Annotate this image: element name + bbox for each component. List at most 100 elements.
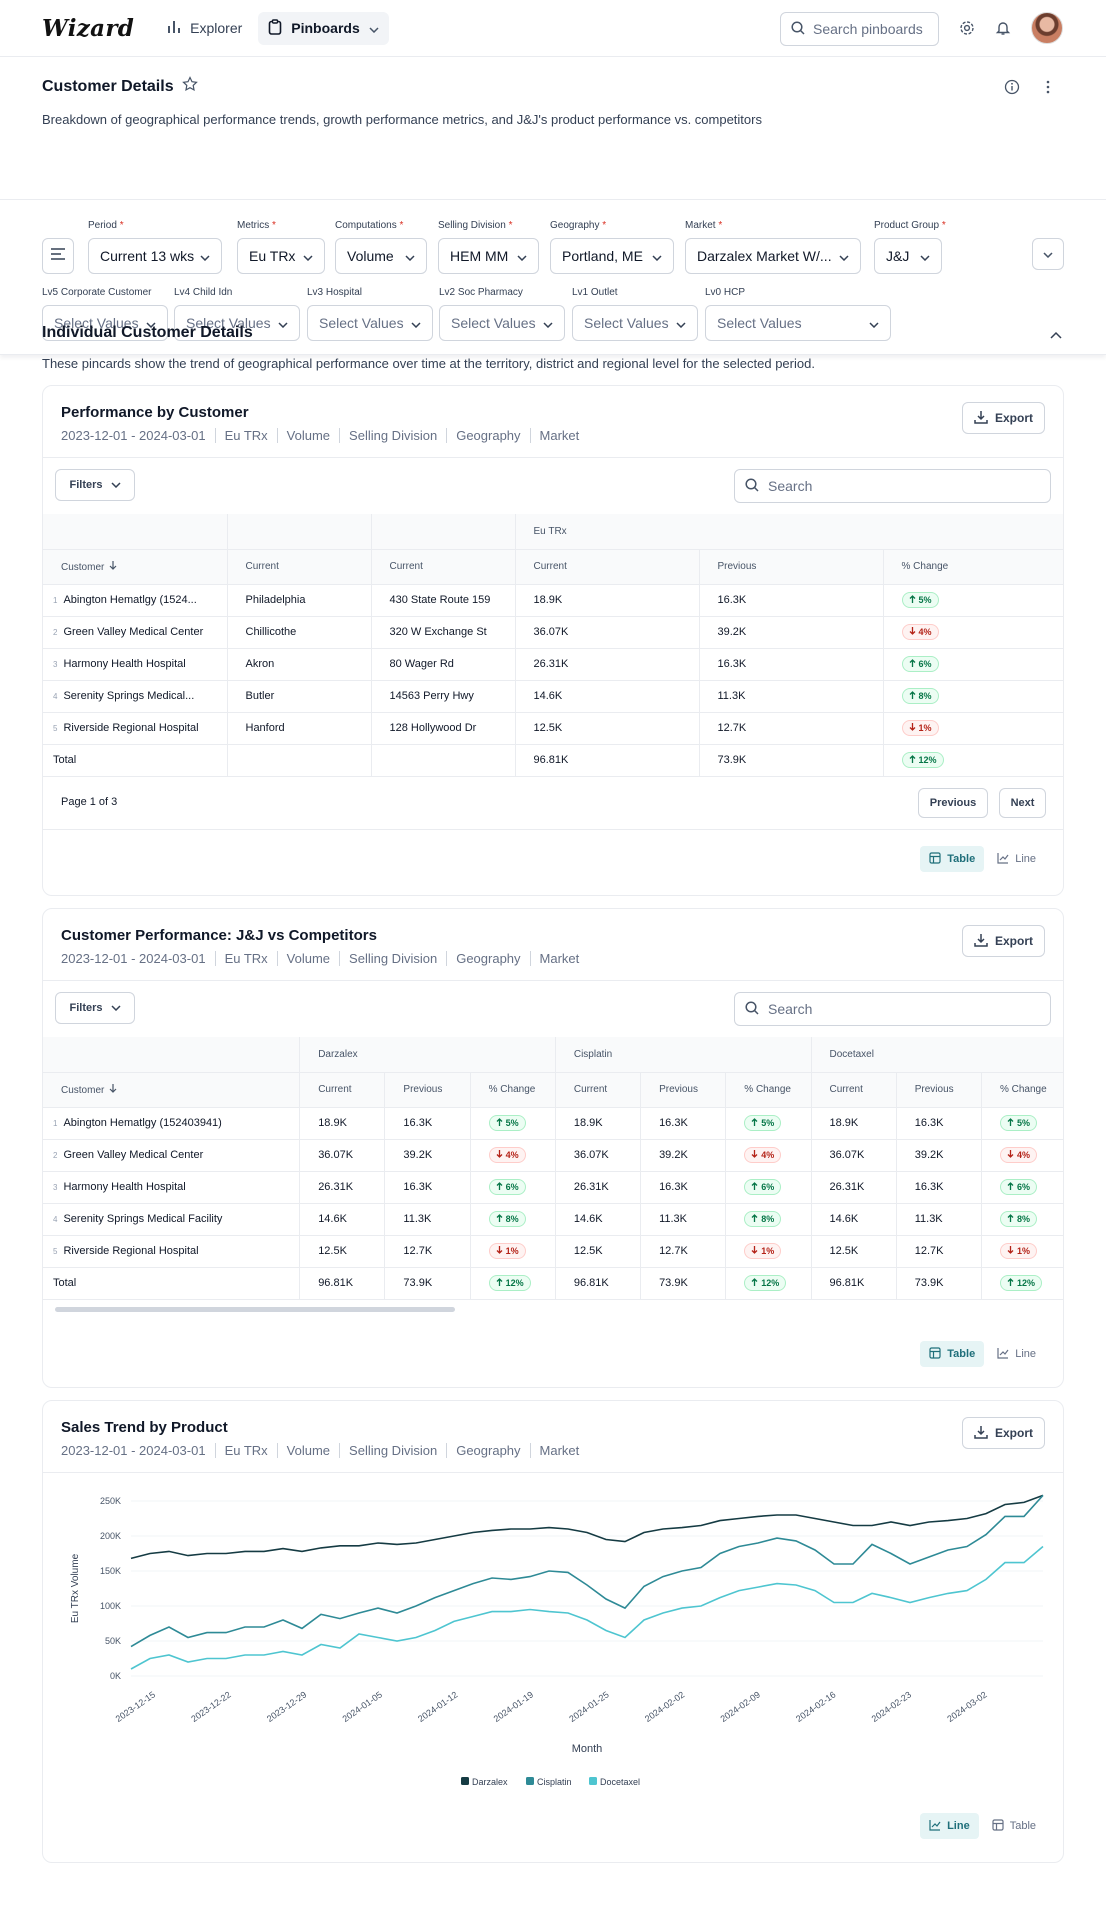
filter-label: Period bbox=[88, 220, 117, 231]
filter-select[interactable]: Select Values bbox=[174, 305, 300, 341]
column-header[interactable]: Current bbox=[555, 1072, 642, 1108]
required-mark: * bbox=[272, 220, 276, 231]
column-header[interactable]: Current bbox=[299, 1072, 386, 1108]
table-view-button[interactable]: Table bbox=[920, 846, 985, 872]
nav-pinboards[interactable]: Pinboards bbox=[258, 11, 389, 45]
filter-select[interactable]: HEM MM bbox=[438, 238, 539, 274]
filter-select[interactable]: Select Values bbox=[307, 305, 433, 341]
line-view-button[interactable]: Line bbox=[988, 846, 1045, 872]
more-vertical-icon[interactable] bbox=[1040, 79, 1056, 100]
column-header-customer[interactable]: Customer bbox=[43, 549, 228, 585]
table-search-input[interactable]: Search bbox=[734, 469, 1051, 503]
change-badge: 8% bbox=[744, 1211, 782, 1227]
nav-pinboards-label: Pinboards bbox=[291, 20, 360, 36]
filter-select[interactable]: Select Values bbox=[439, 305, 565, 341]
column-header[interactable]: Current bbox=[811, 1072, 897, 1108]
download-icon bbox=[974, 1425, 988, 1442]
column-header[interactable]: % Change bbox=[883, 549, 1063, 585]
line-view-button[interactable]: Line bbox=[920, 1813, 979, 1839]
app-logo[interactable]: Wizard bbox=[42, 14, 135, 42]
next-page-button[interactable]: Next bbox=[999, 788, 1046, 818]
table-row[interactable]: 5 Riverside Regional Hospital Hanford 128… bbox=[43, 712, 1063, 745]
column-header[interactable]: Current bbox=[371, 549, 516, 585]
filters-button[interactable]: Filters bbox=[55, 469, 135, 501]
avatar[interactable] bbox=[1031, 12, 1063, 44]
chevron-up-icon[interactable] bbox=[1050, 326, 1062, 344]
change-value: 5% bbox=[918, 595, 932, 605]
table-row[interactable]: 2 Green Valley Medical Center 36.07K 39.2K 4… bbox=[43, 1139, 1063, 1172]
customer-name: Abington Hematlgy (1524... bbox=[63, 594, 197, 606]
table-row[interactable]: 1 Abington Hematlgy (1524... Philadelphia… bbox=[43, 584, 1063, 617]
filter-select[interactable]: Current 13 wks bbox=[88, 238, 222, 274]
change-value: 6% bbox=[761, 1182, 775, 1192]
table-row[interactable]: 3 Harmony Health Hospital Akron 80 Wager … bbox=[43, 648, 1063, 681]
change-value: 4% bbox=[918, 627, 932, 637]
filters-button[interactable]: Filters bbox=[55, 992, 135, 1024]
table-view-button[interactable]: Table bbox=[920, 1341, 985, 1367]
line-view-button[interactable]: Line bbox=[988, 1341, 1045, 1367]
filter-select[interactable]: Darzalex Market W/... bbox=[685, 238, 861, 274]
view-toggle: Line Table bbox=[920, 1813, 1045, 1839]
sort-down-icon[interactable] bbox=[109, 1083, 117, 1096]
search-pinboards-input[interactable]: Search pinboards bbox=[780, 12, 939, 46]
column-header[interactable]: % Change bbox=[725, 1072, 812, 1108]
previous-page-button[interactable]: Previous bbox=[918, 788, 988, 818]
filter-label: Selling Division bbox=[438, 220, 506, 231]
filter-menu-button[interactable] bbox=[42, 238, 74, 274]
table-search-input[interactable]: Search bbox=[734, 992, 1051, 1026]
table-row[interactable]: 4 Serenity Springs Medical... Butler 1456… bbox=[43, 680, 1063, 713]
column-header[interactable]: % Change bbox=[981, 1072, 1063, 1108]
cell-current: 14.6K bbox=[299, 1203, 386, 1236]
info-icon[interactable] bbox=[1004, 79, 1020, 100]
cell-previous: 16.3K bbox=[699, 648, 884, 681]
nav-explorer[interactable]: Explorer bbox=[157, 13, 252, 44]
column-header[interactable]: Current bbox=[515, 549, 700, 585]
card-title: Sales Trend by Product bbox=[61, 1419, 228, 1436]
export-button[interactable]: Export bbox=[961, 402, 1045, 434]
export-button[interactable]: Export bbox=[961, 1417, 1045, 1449]
table-row[interactable]: 2 Green Valley Medical Center Chillicothe… bbox=[43, 616, 1063, 649]
column-header[interactable]: Previous bbox=[640, 1072, 727, 1108]
star-icon[interactable] bbox=[181, 76, 198, 97]
table-row[interactable]: 5 Riverside Regional Hospital 12.5K 12.7K 1%… bbox=[43, 1235, 1063, 1268]
horizontal-scrollbar[interactable] bbox=[55, 1307, 455, 1312]
change-badge: 12% bbox=[901, 752, 944, 768]
total-label: Total bbox=[43, 1267, 301, 1300]
column-header[interactable]: Previous bbox=[699, 549, 884, 585]
filter-select[interactable]: Select Values bbox=[572, 305, 698, 341]
expand-filters-button[interactable] bbox=[1032, 238, 1064, 270]
column-header[interactable]: % Change bbox=[470, 1072, 556, 1108]
column-header-customer[interactable]: Customer bbox=[43, 1072, 301, 1108]
bell-icon[interactable] bbox=[993, 18, 1013, 38]
filter-select[interactable]: Select Values bbox=[42, 305, 168, 341]
filter-select[interactable]: Select Values bbox=[705, 305, 891, 341]
total-current: 96.81K bbox=[299, 1267, 386, 1300]
required-mark: * bbox=[941, 220, 946, 231]
gear-icon[interactable] bbox=[957, 18, 977, 38]
table-row[interactable]: 4 Serenity Springs Medical Facility 14.6K 1… bbox=[43, 1203, 1063, 1236]
meta-date-range: 2023-12-01 - 2024-03-01 bbox=[61, 428, 206, 443]
filter-select[interactable]: Portland, ME bbox=[550, 238, 674, 274]
change-badge: 8% bbox=[901, 688, 939, 704]
competitors-table: Darzalex Cisplatin Docetaxel Customer Curren… bbox=[43, 1037, 1063, 1300]
row-number: 4 bbox=[53, 692, 58, 701]
table-row[interactable]: 1 Abington Hematlgy (152403941) 18.9K 16.3K… bbox=[43, 1107, 1063, 1140]
change-badge: 1% bbox=[744, 1243, 782, 1259]
arrow-up-icon bbox=[1007, 1118, 1014, 1128]
export-button[interactable]: Export bbox=[961, 925, 1045, 957]
sort-down-icon[interactable] bbox=[109, 560, 117, 573]
filter-label: Computations bbox=[335, 220, 397, 231]
column-header[interactable]: Previous bbox=[384, 1072, 471, 1108]
page-indicator: Page 1 of 3 bbox=[61, 796, 118, 808]
table-view-button[interactable]: Table bbox=[983, 1813, 1045, 1839]
arrow-down-icon bbox=[1007, 1246, 1014, 1256]
filter-select[interactable]: Eu TRx bbox=[237, 238, 325, 274]
filters-label: Filters bbox=[69, 479, 103, 491]
row-number: 3 bbox=[53, 1183, 58, 1192]
table-row[interactable]: 3 Harmony Health Hospital 26.31K 16.3K 6% 26.… bbox=[43, 1171, 1063, 1204]
menu-lines-icon bbox=[50, 247, 66, 265]
column-header[interactable]: Previous bbox=[896, 1072, 982, 1108]
filter-select[interactable]: Volume bbox=[335, 238, 427, 274]
column-header[interactable]: Current bbox=[227, 549, 372, 585]
filter-select[interactable]: J&J bbox=[874, 238, 942, 274]
